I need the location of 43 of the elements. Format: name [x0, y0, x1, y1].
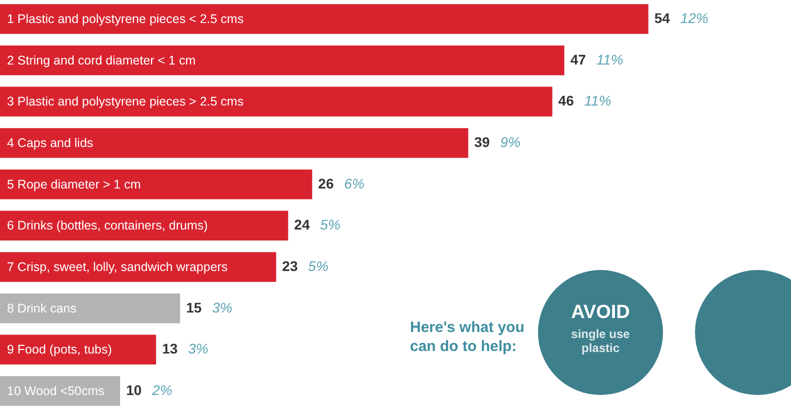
- bar: [0, 86, 552, 117]
- bar: [0, 128, 468, 158]
- data-label: 24: [294, 216, 310, 233]
- annotation: 6%: [344, 175, 364, 192]
- annotation: AVOID: [570, 302, 631, 324]
- data-label: 46: [558, 92, 574, 109]
- bar: [0, 376, 120, 406]
- annotation: 3%: [188, 340, 208, 357]
- annotation: 12%: [680, 10, 708, 26]
- data-label: 39: [474, 134, 490, 150]
- bar: [0, 334, 156, 365]
- bar: [0, 169, 312, 200]
- y-tick-label: 6 Drinks (bottles, containers, drums): [7, 218, 208, 233]
- bar: [0, 4, 648, 34]
- data-label: 13: [162, 340, 178, 357]
- bar: [0, 210, 288, 241]
- y-tick-label: 1 Plastic and polystyrene pieces < 2.5 cms: [7, 12, 244, 26]
- y-tick-label: 8 Drink cans: [7, 301, 76, 316]
- data-label: 47: [570, 51, 586, 68]
- annotation: 2%: [151, 382, 172, 398]
- annotation: 9%: [500, 134, 520, 150]
- y-tick-label: 7 Crisp, sweet, lolly, sandwich wrappers: [7, 260, 228, 274]
- data-label: 10: [126, 382, 142, 398]
- y-tick-label: 9 Food (pots, tubs): [7, 342, 112, 357]
- annotation: Here's what you can do to help:: [410, 318, 526, 356]
- annotation: 11%: [596, 51, 624, 68]
- bar: [0, 293, 180, 324]
- data-label: 23: [282, 258, 298, 274]
- bar: [0, 45, 564, 76]
- bar: [0, 252, 276, 282]
- annotation: single use plastic: [570, 327, 631, 355]
- annotation: 5%: [308, 258, 328, 274]
- annotation: 5%: [320, 216, 340, 233]
- annotation: 3%: [212, 299, 232, 316]
- y-tick-label: 2 String and cord diameter < 1 cm: [7, 53, 196, 68]
- y-tick-label: 3 Plastic and polystyrene pieces > 2.5 cms: [7, 94, 244, 109]
- y-tick-label: 10 Wood <50cms: [7, 384, 104, 398]
- data-label: 15: [186, 299, 202, 316]
- y-tick-label: 4 Caps and lids: [7, 136, 94, 150]
- data-label: 54: [654, 10, 670, 26]
- data-label: 26: [318, 175, 334, 192]
- y-tick-label: 5 Rope diameter > 1 cm: [7, 177, 141, 192]
- annotation: 11%: [584, 92, 612, 109]
